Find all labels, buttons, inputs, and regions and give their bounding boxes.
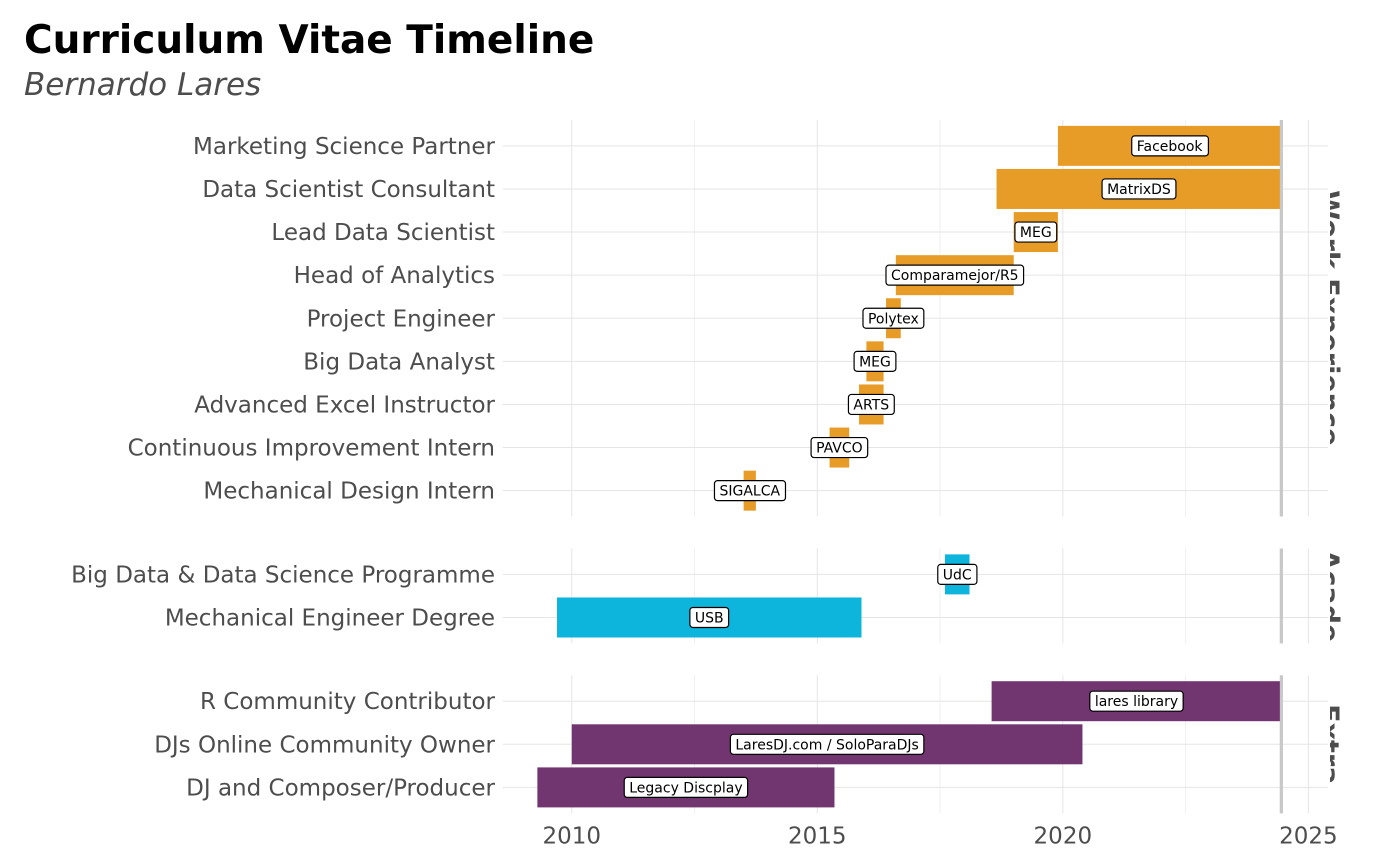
bar-label-text: USB	[695, 610, 724, 626]
x-tick-label: 2020	[1034, 823, 1093, 849]
bar-label-text: Facebook	[1137, 139, 1204, 155]
bar-label-box	[885, 264, 1025, 286]
facet-strip-label: Acade	[1313, 550, 1344, 643]
y-axis-label: Data Scientist Consultant	[202, 177, 495, 203]
bar-label: PAVCO	[810, 436, 869, 459]
y-axis-label: R Community Contributor	[200, 689, 496, 715]
facet-strip: Acade	[1313, 550, 1344, 643]
bar-label-text: PAVCO	[816, 441, 863, 457]
bar-label: UdC	[937, 563, 978, 585]
bar-label-box	[729, 733, 925, 755]
panel-extra: lares library LaresDJ.com / SoloParaDJs Le…	[154, 675, 1344, 814]
panels: Facebook MatrixDS MEG Comparamejor/R5 Polyte…	[71, 120, 1344, 814]
bar-label-box	[847, 393, 895, 416]
y-axis-label: Mechanical Engineer Degree	[165, 605, 495, 631]
y-axis-label: Marketing Science Partner	[193, 134, 496, 160]
bar-label-box	[810, 436, 869, 459]
y-axis-label: DJ and Composer/Producer	[186, 775, 495, 801]
bar-label-text: SIGALCA	[719, 484, 780, 500]
facet-strip: Extra	[1313, 704, 1344, 784]
y-axis-label: Big Data Analyst	[303, 349, 495, 375]
bar-label: LaresDJ.com / SoloParaDJs	[729, 733, 925, 755]
bar-label-text: MEG	[1020, 225, 1052, 241]
facet-strip: Work Experience	[1313, 190, 1344, 446]
y-axis-label: Big Data & Data Science Programme	[71, 562, 495, 588]
bar-label-box	[937, 563, 978, 585]
bar-label: MEG	[853, 350, 897, 372]
bar-label-box	[1131, 135, 1210, 157]
bar-label-text: ARTS	[853, 397, 889, 413]
bar-label-box	[853, 350, 897, 372]
bar-label-text: MEG	[859, 354, 891, 370]
y-axis-label: Project Engineer	[307, 306, 496, 332]
bar-label-text: Legacy Discplay	[629, 780, 742, 796]
y-axis-label: Advanced Excel Instructor	[194, 392, 495, 418]
y-axis-label: Mechanical Design Intern	[203, 479, 495, 505]
x-tick-label: 2025	[1279, 823, 1338, 849]
bar-label-text: Polytex	[868, 311, 919, 327]
y-axis-label: DJs Online Community Owner	[154, 732, 495, 758]
chart-subtitle: Bernardo Lares	[24, 67, 261, 103]
bar-label-box	[689, 606, 730, 629]
bar-label-text: UdC	[943, 567, 972, 583]
bar-label-box	[1014, 221, 1058, 243]
bar-label-box	[1089, 690, 1184, 712]
bar-label-box	[862, 307, 925, 329]
facet-strip-label: Work Experience	[1313, 190, 1344, 446]
bar-label-text: MatrixDS	[1107, 182, 1171, 198]
bar-label: SIGALCA	[713, 480, 787, 502]
y-axis-label: Continuous Improvement Intern	[128, 436, 495, 462]
bar-label-text: LaresDJ.com / SoloParaDJs	[735, 737, 918, 753]
bar-label: MEG	[1014, 221, 1058, 243]
chart-title: Curriculum Vitae Timeline	[24, 18, 594, 63]
bar-label-text: Comparamejor/R5	[891, 268, 1019, 284]
x-axis: 2010 2015 2020 2025	[542, 823, 1337, 849]
bar-label: Polytex	[862, 307, 925, 329]
bar-label: ARTS	[847, 393, 895, 416]
bar-label-box	[1101, 178, 1177, 200]
bar-label: Legacy Discplay	[623, 776, 749, 799]
bar-label: MatrixDS	[1101, 178, 1177, 200]
panel-work-experience: Facebook MatrixDS MEG Comparamejor/R5 Polyte…	[128, 120, 1344, 517]
x-tick-label: 2015	[788, 823, 847, 849]
y-axis-label: Lead Data Scientist	[271, 220, 495, 246]
y-axis-label: Head of Analytics	[294, 263, 495, 289]
bars	[537, 681, 1282, 808]
bar-label-box	[713, 480, 787, 502]
bar-label: Comparamejor/R5	[885, 264, 1025, 286]
bar-label: Facebook	[1131, 135, 1210, 157]
bar-label: USB	[689, 606, 730, 629]
panel-academic: UdC USB Big Data & Data Science Programme M…	[71, 548, 1344, 644]
bar-label-box	[623, 776, 749, 799]
x-tick-label: 2010	[542, 823, 601, 849]
facet-strip-label: Extra	[1313, 704, 1344, 784]
bar-label: lares library	[1089, 690, 1184, 712]
bars	[557, 554, 970, 638]
bar-label-text: lares library	[1095, 694, 1178, 710]
